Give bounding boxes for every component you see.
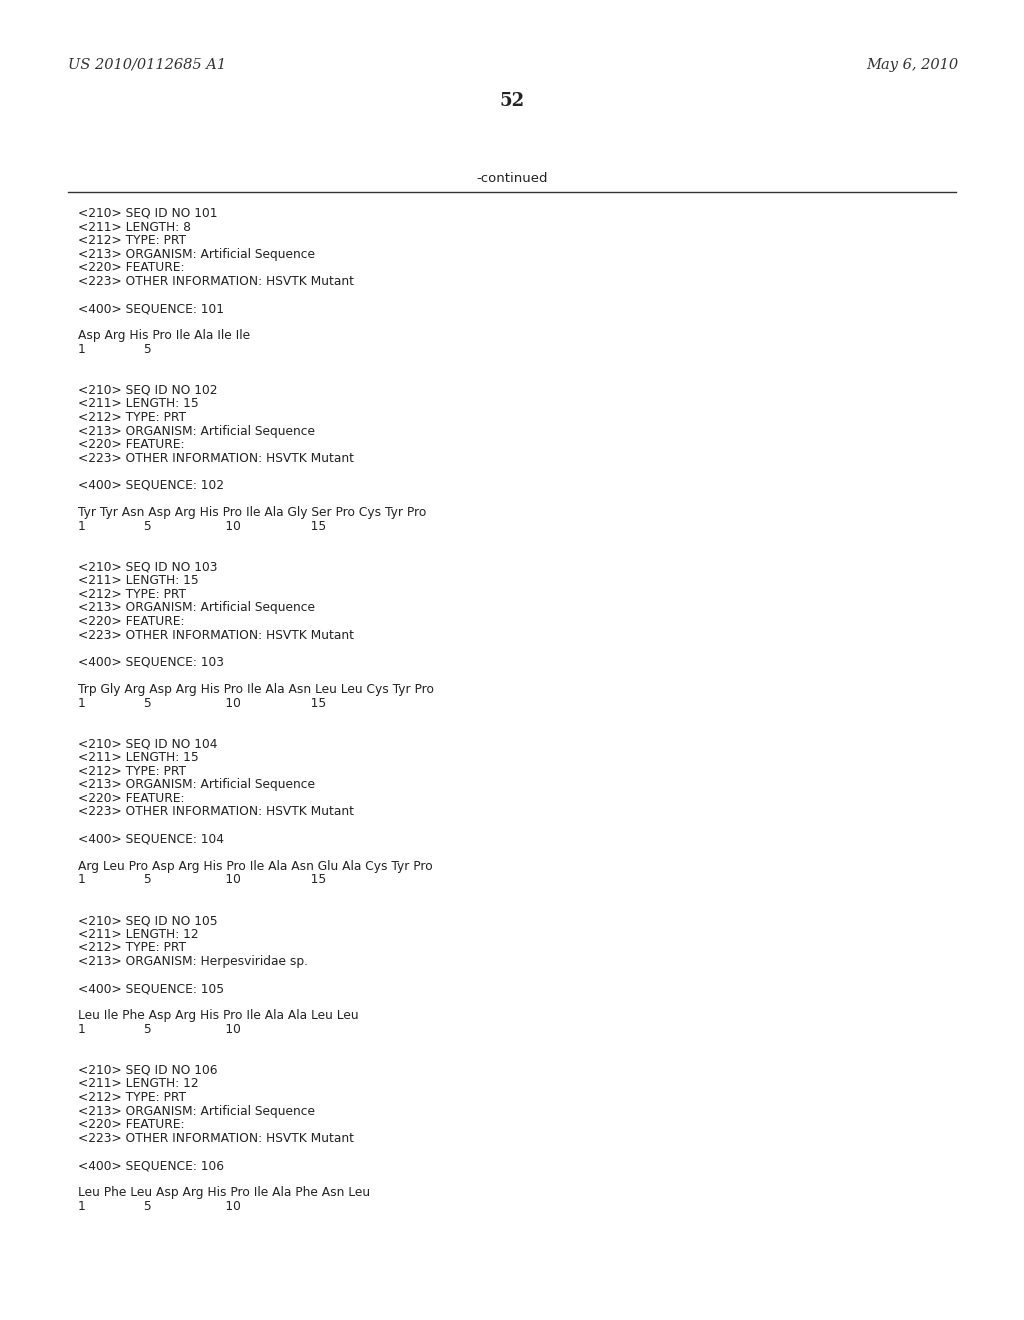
Text: <220> FEATURE:: <220> FEATURE: xyxy=(78,1118,184,1131)
Text: <220> FEATURE:: <220> FEATURE: xyxy=(78,261,184,275)
Text: <210> SEQ ID NO 102: <210> SEQ ID NO 102 xyxy=(78,384,217,397)
Text: <211> LENGTH: 15: <211> LENGTH: 15 xyxy=(78,574,199,587)
Text: <223> OTHER INFORMATION: HSVTK Mutant: <223> OTHER INFORMATION: HSVTK Mutant xyxy=(78,451,354,465)
Text: <213> ORGANISM: Artificial Sequence: <213> ORGANISM: Artificial Sequence xyxy=(78,602,315,614)
Text: <212> TYPE: PRT: <212> TYPE: PRT xyxy=(78,1092,186,1104)
Text: <211> LENGTH: 15: <211> LENGTH: 15 xyxy=(78,751,199,764)
Text: Asp Arg His Pro Ile Ala Ile Ile: Asp Arg His Pro Ile Ala Ile Ile xyxy=(78,330,250,342)
Text: <212> TYPE: PRT: <212> TYPE: PRT xyxy=(78,587,186,601)
Text: <212> TYPE: PRT: <212> TYPE: PRT xyxy=(78,411,186,424)
Text: US 2010/0112685 A1: US 2010/0112685 A1 xyxy=(68,58,226,73)
Text: Trp Gly Arg Asp Arg His Pro Ile Ala Asn Leu Leu Cys Tyr Pro: Trp Gly Arg Asp Arg His Pro Ile Ala Asn … xyxy=(78,682,434,696)
Text: <400> SEQUENCE: 102: <400> SEQUENCE: 102 xyxy=(78,479,224,492)
Text: <220> FEATURE:: <220> FEATURE: xyxy=(78,615,184,628)
Text: <400> SEQUENCE: 101: <400> SEQUENCE: 101 xyxy=(78,302,224,315)
Text: Tyr Tyr Asn Asp Arg His Pro Ile Ala Gly Ser Pro Cys Tyr Pro: Tyr Tyr Asn Asp Arg His Pro Ile Ala Gly … xyxy=(78,506,426,519)
Text: <220> FEATURE:: <220> FEATURE: xyxy=(78,438,184,451)
Text: <213> ORGANISM: Artificial Sequence: <213> ORGANISM: Artificial Sequence xyxy=(78,248,315,261)
Text: 1               5                   10: 1 5 10 xyxy=(78,1200,241,1213)
Text: 1               5                   10                  15: 1 5 10 15 xyxy=(78,874,327,887)
Text: <213> ORGANISM: Artificial Sequence: <213> ORGANISM: Artificial Sequence xyxy=(78,1105,315,1118)
Text: Arg Leu Pro Asp Arg His Pro Ile Ala Asn Glu Ala Cys Tyr Pro: Arg Leu Pro Asp Arg His Pro Ile Ala Asn … xyxy=(78,859,433,873)
Text: <210> SEQ ID NO 104: <210> SEQ ID NO 104 xyxy=(78,738,217,750)
Text: <213> ORGANISM: Artificial Sequence: <213> ORGANISM: Artificial Sequence xyxy=(78,425,315,438)
Text: 1               5: 1 5 xyxy=(78,343,152,356)
Text: 1               5                   10                  15: 1 5 10 15 xyxy=(78,520,327,533)
Text: <211> LENGTH: 12: <211> LENGTH: 12 xyxy=(78,928,199,941)
Text: <212> TYPE: PRT: <212> TYPE: PRT xyxy=(78,234,186,247)
Text: <212> TYPE: PRT: <212> TYPE: PRT xyxy=(78,941,186,954)
Text: <400> SEQUENCE: 106: <400> SEQUENCE: 106 xyxy=(78,1159,224,1172)
Text: -continued: -continued xyxy=(476,172,548,185)
Text: <213> ORGANISM: Artificial Sequence: <213> ORGANISM: Artificial Sequence xyxy=(78,779,315,791)
Text: <210> SEQ ID NO 105: <210> SEQ ID NO 105 xyxy=(78,915,218,927)
Text: <211> LENGTH: 8: <211> LENGTH: 8 xyxy=(78,220,191,234)
Text: <223> OTHER INFORMATION: HSVTK Mutant: <223> OTHER INFORMATION: HSVTK Mutant xyxy=(78,1131,354,1144)
Text: <223> OTHER INFORMATION: HSVTK Mutant: <223> OTHER INFORMATION: HSVTK Mutant xyxy=(78,628,354,642)
Text: <400> SEQUENCE: 104: <400> SEQUENCE: 104 xyxy=(78,833,224,846)
Text: <220> FEATURE:: <220> FEATURE: xyxy=(78,792,184,805)
Text: Leu Phe Leu Asp Arg His Pro Ile Ala Phe Asn Leu: Leu Phe Leu Asp Arg His Pro Ile Ala Phe … xyxy=(78,1187,370,1199)
Text: <223> OTHER INFORMATION: HSVTK Mutant: <223> OTHER INFORMATION: HSVTK Mutant xyxy=(78,805,354,818)
Text: Leu Ile Phe Asp Arg His Pro Ile Ala Ala Leu Leu: Leu Ile Phe Asp Arg His Pro Ile Ala Ala … xyxy=(78,1010,358,1023)
Text: <213> ORGANISM: Herpesviridae sp.: <213> ORGANISM: Herpesviridae sp. xyxy=(78,954,308,968)
Text: <210> SEQ ID NO 106: <210> SEQ ID NO 106 xyxy=(78,1064,217,1077)
Text: 52: 52 xyxy=(500,92,524,110)
Text: <212> TYPE: PRT: <212> TYPE: PRT xyxy=(78,764,186,777)
Text: 1               5                   10: 1 5 10 xyxy=(78,1023,241,1036)
Text: <400> SEQUENCE: 105: <400> SEQUENCE: 105 xyxy=(78,982,224,995)
Text: <400> SEQUENCE: 103: <400> SEQUENCE: 103 xyxy=(78,656,224,669)
Text: <223> OTHER INFORMATION: HSVTK Mutant: <223> OTHER INFORMATION: HSVTK Mutant xyxy=(78,275,354,288)
Text: May 6, 2010: May 6, 2010 xyxy=(866,58,958,73)
Text: <211> LENGTH: 12: <211> LENGTH: 12 xyxy=(78,1077,199,1090)
Text: 1               5                   10                  15: 1 5 10 15 xyxy=(78,697,327,710)
Text: <210> SEQ ID NO 101: <210> SEQ ID NO 101 xyxy=(78,207,217,220)
Text: <211> LENGTH: 15: <211> LENGTH: 15 xyxy=(78,397,199,411)
Text: <210> SEQ ID NO 103: <210> SEQ ID NO 103 xyxy=(78,561,217,574)
